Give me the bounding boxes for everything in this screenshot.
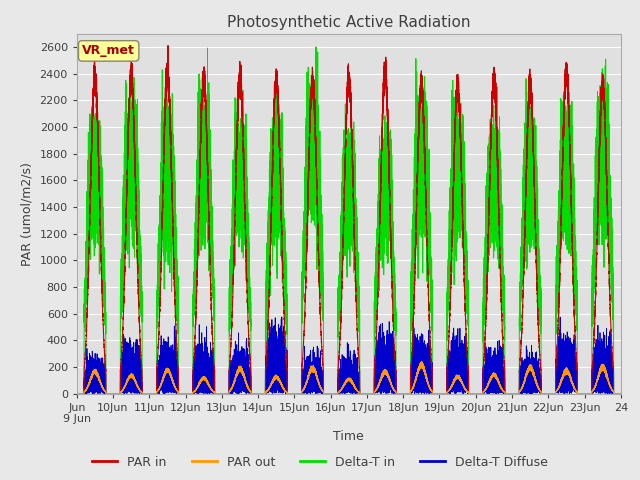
Text: VR_met: VR_met (82, 44, 135, 58)
X-axis label: Time: Time (333, 430, 364, 443)
Title: Photosynthetic Active Radiation: Photosynthetic Active Radiation (227, 15, 470, 30)
Y-axis label: PAR (umol/m2/s): PAR (umol/m2/s) (21, 162, 34, 265)
Legend: PAR in, PAR out, Delta-T in, Delta-T Diffuse: PAR in, PAR out, Delta-T in, Delta-T Dif… (87, 451, 553, 474)
